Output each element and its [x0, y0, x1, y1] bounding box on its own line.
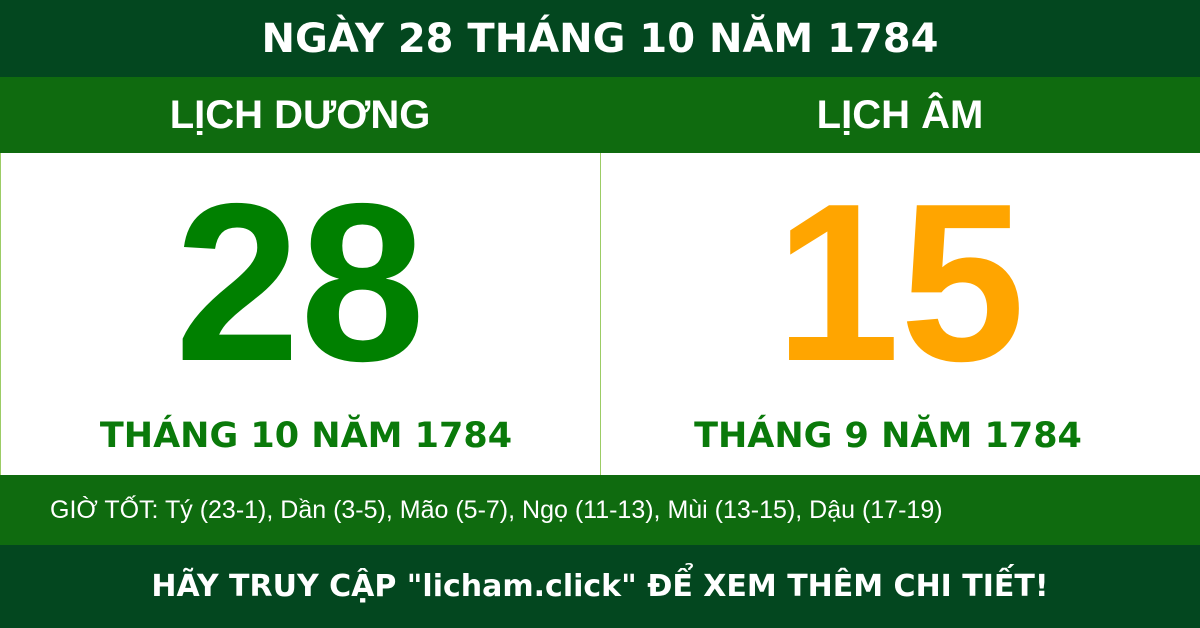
lunar-panel	[600, 153, 1200, 475]
footer-cta: HÃY TRUY CẬP "licham.click" ĐỂ XEM THÊM …	[0, 545, 1200, 628]
page-title: NGÀY 28 THÁNG 10 NĂM 1784	[0, 0, 1200, 77]
lunar-day: 15	[774, 156, 1026, 408]
solar-day: 28	[174, 156, 426, 408]
good-hours: GIỜ TỐT: Tý (23-1), Dần (3-5), Mão (5-7)…	[0, 475, 1200, 545]
solar-label: LỊCH DƯƠNG	[169, 92, 431, 137]
lunar-month-year: THÁNG 9 NĂM 1784	[694, 416, 1082, 456]
solar-month-year: THÁNG 10 NĂM 1784	[99, 416, 513, 456]
header-band	[0, 77, 1200, 153]
solar-panel	[0, 153, 600, 475]
lunar-label: LỊCH ÂM	[816, 92, 984, 137]
